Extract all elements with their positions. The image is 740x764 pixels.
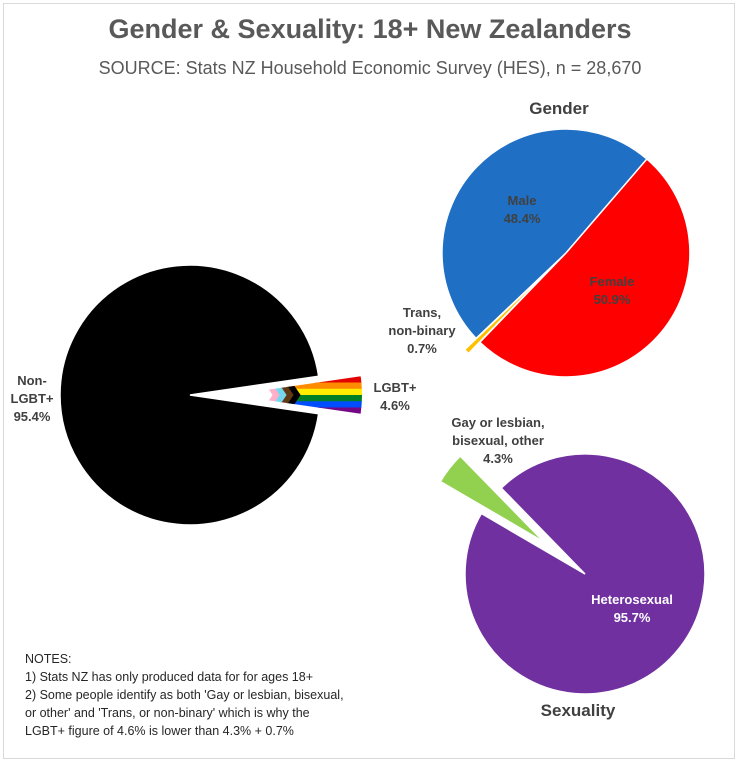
notes-line-2: 2) Some people identify as both 'Gay or … xyxy=(25,688,344,702)
sexuality-title: Sexuality xyxy=(540,701,616,720)
slice-label-trans: Trans, non-binary 0.7% xyxy=(388,305,456,356)
notes-line-4: LGBT+ figure of 4.6% is lower than 4.3% … xyxy=(25,724,294,738)
slice-label-female: Female 50.9% xyxy=(589,274,635,307)
rainbow-stripe xyxy=(286,395,362,402)
chart-title: Gender & Sexuality: 18+ New Zealanders xyxy=(108,14,632,44)
slice-trans-non-binary xyxy=(463,263,556,355)
slice-female xyxy=(478,157,691,378)
notes-heading: NOTES: xyxy=(25,652,72,666)
notes: NOTES: 1) Stats NZ has only produced dat… xyxy=(25,650,385,740)
slice-non-lgbt xyxy=(59,264,320,526)
rainbow-stripe xyxy=(286,401,362,408)
rainbow-stripe xyxy=(286,388,362,396)
slice-label-lgbt: LGBT+ 4.6% xyxy=(373,380,417,413)
notes-line-1: 1) Stats NZ has only produced data for f… xyxy=(25,670,314,684)
slice-label-male: Male 48.4% xyxy=(503,193,541,226)
lgbt-pie xyxy=(59,264,362,526)
gender-pie xyxy=(441,128,691,378)
slice-male xyxy=(441,128,648,340)
slice-label-heterosexual: Heterosexual 95.7% xyxy=(591,592,673,625)
chart-frame xyxy=(3,3,735,759)
slice-label-non-lgbt: Non- LGBT+ 95.4% xyxy=(10,373,54,424)
slice-gay-or-lesbian-bisexual-other xyxy=(439,454,545,543)
slice-label-gay-lesbian: Gay or lesbian, bisexual, other 4.3% xyxy=(451,415,545,466)
rainbow-stripe xyxy=(286,382,362,390)
sexuality-pie xyxy=(439,453,706,695)
notes-line-3: or other' and 'Trans, or non-binary' whi… xyxy=(25,706,310,720)
chart-subtitle: SOURCE: Stats NZ Household Economic Surv… xyxy=(98,58,642,78)
gender-title: Gender xyxy=(529,99,589,118)
slice-heterosexual xyxy=(464,453,706,695)
